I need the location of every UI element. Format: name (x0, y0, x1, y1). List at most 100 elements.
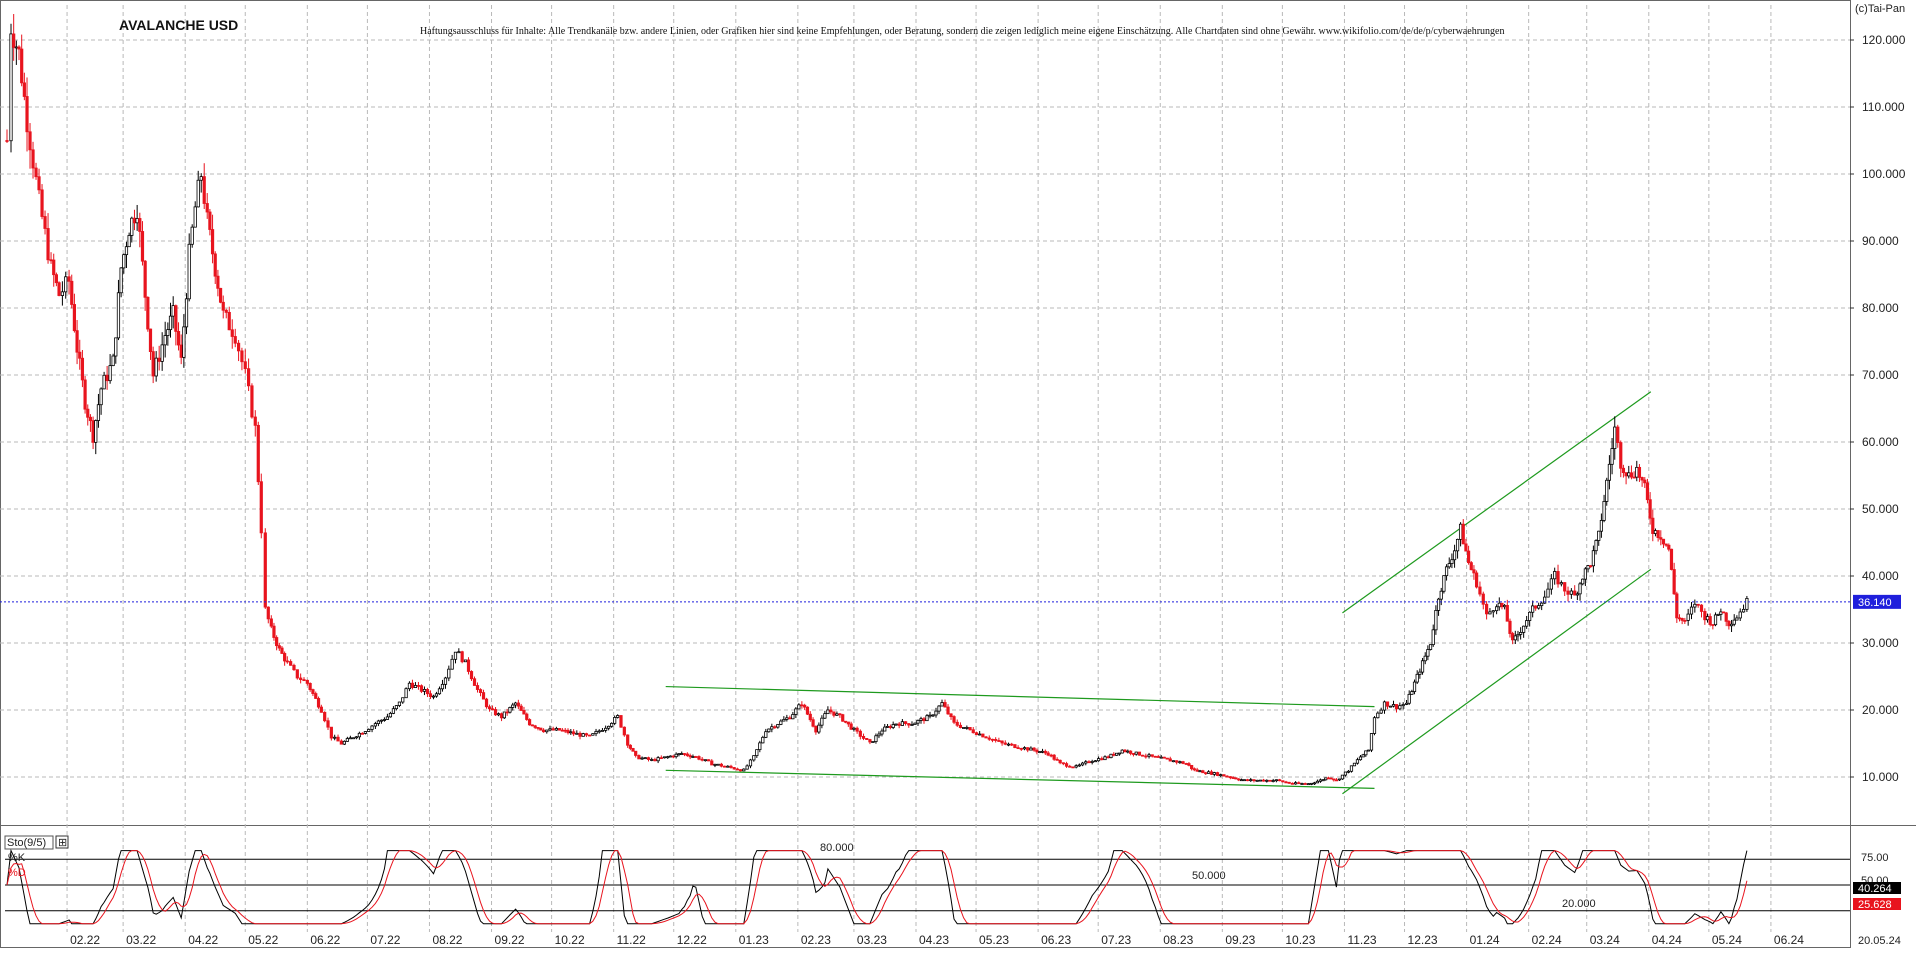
candle (634, 750, 638, 758)
candle (994, 737, 998, 743)
candle (1621, 464, 1626, 478)
candle (410, 679, 415, 690)
candle (1675, 591, 1679, 623)
candle (1472, 565, 1476, 580)
candle (626, 734, 630, 748)
sideways-channel-upper[interactable] (665, 685, 1375, 708)
indicator-name: Sto(9/5) (7, 837, 46, 849)
candle (671, 755, 675, 759)
level-label-80: 80.000 (820, 842, 854, 854)
candle (1653, 528, 1658, 537)
candle (187, 233, 191, 302)
candle (1508, 618, 1512, 638)
candle (49, 252, 53, 264)
candle (428, 690, 433, 700)
candle (463, 659, 468, 663)
candle (758, 740, 762, 753)
candle (135, 204, 139, 231)
candle (54, 272, 58, 287)
candle (1171, 760, 1176, 763)
x-tick-label: 11.22 (617, 933, 646, 947)
candle (738, 769, 743, 772)
candle (1212, 771, 1216, 777)
indicator-add-button[interactable]: ⊞ (55, 835, 69, 849)
candle (1591, 545, 1595, 573)
candle (1635, 460, 1639, 482)
rising-channel-lower[interactable] (1342, 568, 1652, 795)
candle (591, 733, 595, 736)
candle (253, 410, 257, 437)
candle (397, 701, 402, 708)
candle (1464, 538, 1468, 552)
y-tick-label: 40.000 (1862, 569, 1899, 583)
candle (805, 706, 810, 716)
candle (490, 705, 495, 711)
candle (1683, 617, 1687, 624)
candle (694, 755, 698, 758)
level-label-20: 20.000 (1562, 898, 1596, 910)
candle (1239, 778, 1244, 782)
candle (67, 269, 71, 295)
candle (14, 40, 18, 65)
d-legend: %D (8, 867, 26, 879)
candle (1364, 750, 1368, 757)
candle (1727, 619, 1731, 630)
candle (1265, 779, 1269, 783)
candle (622, 726, 626, 737)
candle (536, 727, 540, 731)
candle (913, 722, 917, 725)
candle (1268, 779, 1272, 782)
candle (1376, 711, 1380, 719)
candle (865, 738, 869, 740)
candle (363, 731, 367, 735)
candle (703, 759, 707, 762)
candle (637, 754, 641, 760)
candle (748, 758, 753, 769)
candle (72, 293, 77, 333)
candle (1043, 749, 1047, 755)
candle (336, 734, 340, 742)
candle (1303, 782, 1307, 785)
candle (80, 349, 85, 388)
candle (1369, 733, 1374, 753)
candle (227, 306, 231, 331)
candle (1255, 779, 1259, 782)
candle (394, 705, 399, 711)
rising-channel-upper[interactable] (1342, 391, 1652, 614)
candle (5, 129, 9, 144)
candle (1245, 778, 1250, 782)
x-tick-label: 03.22 (126, 933, 156, 947)
candle (1651, 509, 1655, 542)
candle (800, 701, 804, 709)
candle (1516, 630, 1520, 642)
candle (319, 704, 323, 713)
candle (1528, 611, 1532, 627)
sideways-channel-lower[interactable] (665, 769, 1375, 789)
candle (60, 281, 64, 306)
candle (460, 650, 464, 664)
candle (1645, 478, 1650, 504)
x-tick-label: 04.22 (188, 933, 218, 947)
candle (940, 699, 944, 707)
candle (968, 727, 972, 731)
candle (1150, 754, 1154, 758)
candle (1738, 608, 1742, 621)
candle (1126, 749, 1130, 754)
candle (339, 739, 343, 745)
candle (1131, 753, 1136, 757)
candle (1745, 595, 1749, 612)
candle (1077, 763, 1081, 767)
candle (1334, 778, 1339, 782)
candle (130, 216, 134, 243)
indicator-name-box[interactable]: Sto(9/5) (4, 835, 54, 850)
y-tick-label: 120.000 (1862, 33, 1906, 47)
candle (1294, 781, 1298, 785)
candle (900, 718, 904, 726)
candle (481, 689, 486, 700)
candle (1469, 561, 1473, 571)
candle (1382, 700, 1387, 714)
candle (119, 267, 123, 298)
candle (240, 347, 244, 371)
candle (575, 730, 579, 735)
candle (525, 712, 529, 721)
